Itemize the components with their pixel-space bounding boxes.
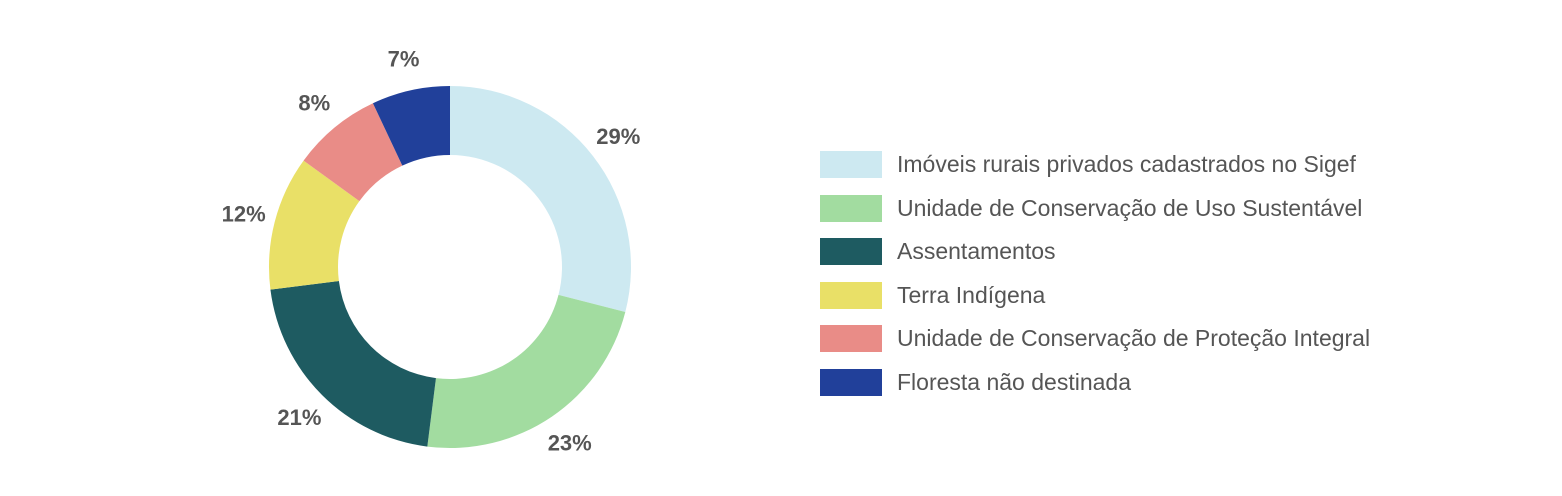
legend-item: Assentamentos — [820, 230, 1370, 274]
slice-value-label: 29% — [596, 124, 640, 149]
legend-item: Floresta não destinada — [820, 361, 1370, 405]
legend-swatch — [820, 281, 882, 309]
slice-value-label: 21% — [277, 405, 321, 430]
donut-slice — [372, 86, 450, 166]
legend-label: Terra Indígena — [897, 281, 1046, 308]
legend-item: Unidade de Conservação de Uso Sustentáve… — [820, 187, 1370, 231]
legend-swatch — [820, 238, 882, 266]
donut-slices — [269, 86, 631, 448]
legend-swatch — [820, 194, 882, 222]
donut-slice — [303, 103, 403, 202]
legend-swatch — [820, 325, 882, 353]
legend-swatch — [820, 151, 882, 179]
donut-slice — [450, 86, 631, 313]
slice-value-label: 12% — [222, 202, 266, 227]
donut-slice — [269, 160, 360, 290]
legend-label: Imóveis rurais privados cadastrados no S… — [897, 151, 1356, 178]
slice-value-label: 7% — [388, 47, 420, 72]
donut-slice — [427, 294, 626, 448]
legend-label: Floresta não destinada — [897, 368, 1131, 395]
legend: Imóveis rurais privados cadastrados no S… — [820, 143, 1370, 404]
legend-item: Imóveis rurais privados cadastrados no S… — [820, 143, 1370, 187]
slice-value-label: 8% — [298, 90, 330, 115]
legend-label: Assentamentos — [897, 238, 1056, 265]
legend-swatch — [820, 368, 882, 396]
legend-label: Unidade de Conservação de Proteção Integ… — [897, 325, 1371, 352]
donut-value-labels: 29% 23% 21% 12% 8% 7% — [222, 47, 641, 456]
legend-label: Unidade de Conservação de Uso Sustentáve… — [897, 194, 1363, 221]
donut-slice — [270, 281, 436, 447]
legend-item: Terra Indígena — [820, 274, 1370, 318]
legend-item: Unidade de Conservação de Proteção Integ… — [820, 317, 1370, 361]
slice-value-label: 23% — [548, 431, 592, 456]
